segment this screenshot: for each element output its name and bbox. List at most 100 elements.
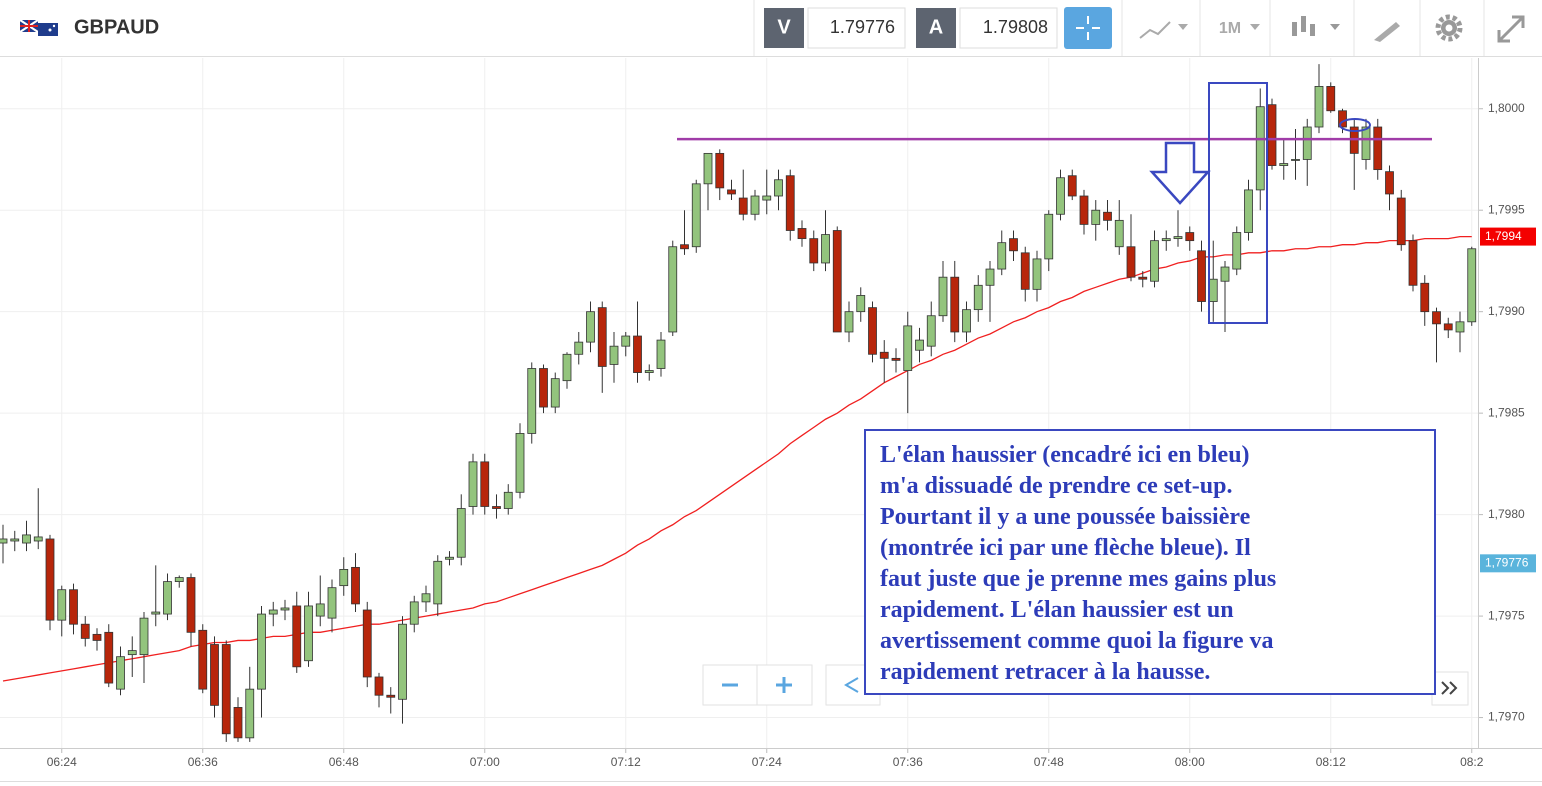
candles-button[interactable] bbox=[1292, 16, 1340, 36]
candle-body bbox=[656, 339, 666, 369]
more-button[interactable] bbox=[1431, 671, 1469, 706]
annotation-line: avertissement comme quoi la figure va bbox=[880, 628, 1273, 654]
candle-body bbox=[868, 307, 877, 355]
candle-body bbox=[1255, 106, 1265, 191]
arrow bbox=[1149, 141, 1211, 205]
candle-body bbox=[221, 644, 231, 735]
timeframe[interactable]: 1M bbox=[1219, 20, 1241, 37]
candle-body bbox=[1443, 323, 1453, 331]
candle-body bbox=[539, 368, 548, 408]
candle-body bbox=[1114, 219, 1124, 248]
candle-body bbox=[1009, 238, 1018, 252]
candle-body bbox=[116, 656, 125, 690]
x-tick-label: 07:12 bbox=[611, 755, 641, 769]
candle-body bbox=[0, 538, 8, 544]
candle-body bbox=[292, 605, 302, 668]
candle-body bbox=[386, 694, 396, 698]
candle-body bbox=[1338, 110, 1347, 128]
candle-body bbox=[104, 631, 114, 684]
candle-body bbox=[1150, 240, 1159, 282]
candle-body bbox=[550, 378, 560, 408]
fullscreen-button[interactable] bbox=[1497, 15, 1525, 43]
candle-body bbox=[680, 244, 689, 250]
moving-average bbox=[2, 235, 1472, 682]
sell-label: V bbox=[777, 16, 791, 38]
candle-body bbox=[198, 629, 208, 690]
x-tick-label: 08:2 bbox=[1460, 755, 1484, 769]
y-tick-label: 1,8000 bbox=[1488, 101, 1525, 115]
candle-body bbox=[1185, 232, 1195, 242]
candle-body bbox=[562, 353, 572, 382]
candle-body bbox=[1432, 311, 1441, 325]
candle-body bbox=[1091, 209, 1101, 225]
candle-body bbox=[57, 589, 67, 621]
candle-body bbox=[762, 195, 772, 201]
candle-body bbox=[785, 175, 795, 231]
candle-body bbox=[527, 368, 537, 434]
candle-body bbox=[22, 534, 31, 544]
candle-body bbox=[1232, 232, 1242, 270]
candle-body bbox=[268, 609, 278, 615]
settings-button[interactable] bbox=[1435, 14, 1463, 42]
candle-body bbox=[597, 307, 607, 367]
x-tick-label: 06:48 bbox=[329, 755, 359, 769]
candle-body bbox=[856, 295, 866, 313]
candle-body bbox=[257, 613, 266, 690]
buy-button[interactable] bbox=[916, 8, 956, 48]
candle-body bbox=[938, 276, 948, 317]
candle-body bbox=[515, 433, 525, 493]
candle-body bbox=[304, 605, 313, 662]
price-label-bg bbox=[1480, 554, 1536, 573]
candle-body bbox=[973, 284, 983, 311]
draw-button[interactable] bbox=[1374, 22, 1400, 42]
candle-body bbox=[327, 587, 337, 619]
candle-body bbox=[997, 242, 1007, 270]
annotation-line: Pourtant il y a une poussée baissière bbox=[880, 504, 1251, 530]
candle-body bbox=[503, 491, 513, 509]
candle-body bbox=[750, 195, 760, 215]
candle-body bbox=[151, 611, 161, 615]
candle-body bbox=[1044, 213, 1054, 260]
x-tick-label: 07:36 bbox=[893, 755, 923, 769]
candle-body bbox=[1220, 266, 1230, 282]
candle-body bbox=[1467, 248, 1477, 323]
candle-body bbox=[1161, 238, 1171, 242]
candle-body bbox=[621, 335, 631, 347]
sell-field bbox=[807, 7, 906, 49]
candle-body bbox=[668, 246, 678, 333]
candle-body bbox=[915, 339, 924, 351]
candle-body bbox=[1361, 126, 1371, 160]
buy-label: A bbox=[929, 16, 943, 38]
candle-body bbox=[1032, 258, 1042, 290]
candle-body bbox=[1279, 163, 1289, 166]
candle-body bbox=[127, 650, 137, 656]
candle-body bbox=[280, 607, 290, 611]
candle-body bbox=[1103, 211, 1112, 221]
candle-body bbox=[574, 341, 584, 355]
candle-body bbox=[210, 644, 219, 706]
candle-body bbox=[421, 593, 431, 603]
candle-body bbox=[492, 506, 501, 509]
sell-button[interactable] bbox=[764, 8, 804, 48]
candle-body bbox=[821, 234, 830, 264]
candle-body bbox=[409, 601, 419, 625]
plot-area: 1,7970 1,7975 1,7980 1,7985 1,7990 1,7995 1,80… bbox=[0, 58, 1542, 782]
x-tick-label: 06:36 bbox=[188, 755, 218, 769]
annotation-line: (montrée ici par une flèche bleue). Il bbox=[880, 535, 1251, 561]
crosshair-button[interactable] bbox=[1064, 7, 1112, 49]
chart-type-button[interactable] bbox=[1139, 21, 1188, 39]
y-tick-label: 1,7985 bbox=[1488, 405, 1525, 419]
x-tick-label: 08:00 bbox=[1175, 755, 1205, 769]
sell-price: 1.79776 bbox=[830, 17, 895, 37]
x-tick-label: 06:24 bbox=[47, 755, 77, 769]
candle-body bbox=[1385, 171, 1394, 195]
candle-body bbox=[33, 536, 43, 542]
candle-body bbox=[480, 461, 490, 507]
candle-body bbox=[1173, 236, 1183, 240]
candle-body bbox=[1079, 195, 1089, 225]
candle-body bbox=[926, 315, 936, 347]
candle-body bbox=[1291, 159, 1300, 161]
candle-body bbox=[456, 508, 466, 558]
candle-body bbox=[644, 370, 654, 373]
